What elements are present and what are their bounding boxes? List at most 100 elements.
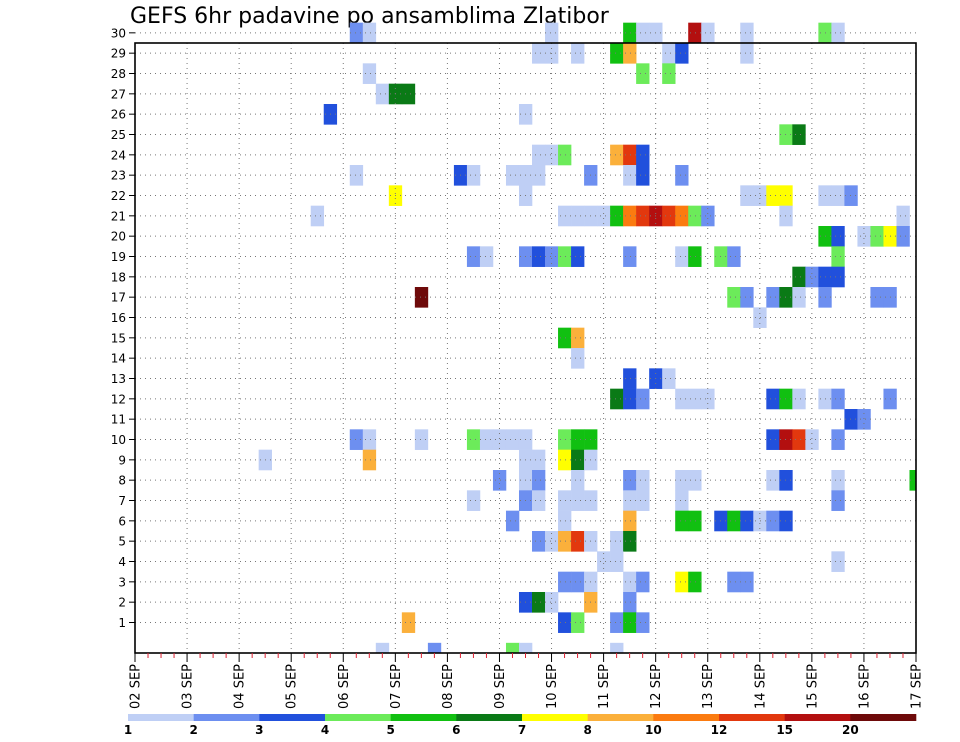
colorbar-label: 1 — [124, 723, 132, 737]
y-tick-label: 4 — [118, 555, 126, 569]
heatmap-cell — [636, 470, 650, 491]
heatmap-cell — [401, 612, 416, 633]
dotted-grid — [135, 32, 916, 653]
heatmap-cell — [466, 165, 481, 186]
heatmap-cell — [662, 43, 676, 64]
heatmap-cell — [805, 266, 819, 288]
heatmap-cell — [349, 22, 364, 44]
y-tick-label: 29 — [111, 47, 126, 61]
heatmap-cell — [727, 571, 741, 593]
heatmap-cell — [349, 429, 364, 450]
heatmap-cell — [558, 531, 572, 552]
heatmap-cell — [479, 429, 494, 450]
heatmap-cell — [466, 490, 481, 511]
heatmap-cell — [532, 449, 546, 471]
heatmap-cell — [545, 246, 559, 267]
colorbar-label: 10 — [645, 723, 662, 737]
heatmap-cell — [362, 429, 377, 450]
y-tick-label: 22 — [111, 189, 126, 203]
heatmap-cell — [362, 449, 377, 471]
heatmap-cell — [740, 510, 754, 532]
heatmap-cell — [362, 22, 377, 44]
heatmap-cell — [831, 185, 845, 206]
heatmap-cell — [753, 185, 767, 206]
heatmap-cell — [805, 429, 819, 450]
heatmap-cell — [623, 22, 637, 44]
heatmap-cell — [571, 205, 585, 227]
heatmap-cell — [766, 287, 780, 308]
colorbar-swatch — [653, 714, 720, 721]
y-tick-label: 23 — [111, 169, 126, 183]
heatmap-cell — [636, 571, 650, 593]
x-tick-label: 04 SEP — [233, 664, 248, 709]
x-tick-label: 17 SEP — [910, 664, 925, 709]
x-tick-label: 14 SEP — [753, 664, 768, 709]
colorbar-label: 8 — [583, 723, 591, 737]
heatmap-cell — [545, 22, 559, 44]
heatmap-cell — [688, 470, 702, 491]
heatmap-cell — [636, 490, 650, 511]
heatmap-cell — [766, 185, 780, 206]
y-tick-label: 21 — [111, 209, 126, 223]
heatmap-cell — [349, 165, 364, 186]
heatmap-cell — [701, 205, 715, 227]
heatmap-cell — [623, 144, 637, 166]
heatmap-cell — [558, 429, 572, 450]
heatmap-cell — [571, 531, 585, 552]
y-tick-label: 7 — [118, 494, 126, 508]
heatmap-cell — [623, 592, 637, 613]
heatmap-cell — [623, 531, 637, 552]
heatmap-cell — [792, 429, 806, 450]
heatmap-cell — [792, 388, 806, 410]
heatmap-cell — [675, 43, 689, 64]
colorbar-swatch — [587, 714, 654, 721]
heatmap-cell — [831, 490, 845, 511]
colorbar-swatch — [128, 714, 194, 721]
heatmap-cell — [831, 429, 845, 450]
y-tick-label: 20 — [111, 230, 126, 244]
heatmap-cell — [545, 531, 559, 552]
heatmap-cell — [310, 205, 325, 227]
heatmap-cell — [766, 470, 780, 491]
heatmap-cell — [636, 165, 650, 186]
heatmap-cell — [505, 165, 520, 186]
heatmap-cell — [571, 571, 585, 593]
colorbar-swatch — [193, 714, 260, 721]
heatmap-cell — [831, 470, 845, 491]
heatmap-cell — [492, 470, 507, 491]
heatmap-cell — [675, 470, 689, 491]
heatmap-cell — [558, 571, 572, 593]
heatmap-cell — [753, 307, 767, 328]
heatmap-cell — [623, 246, 637, 267]
heatmap-cell — [610, 642, 624, 654]
heatmap-cell — [571, 490, 585, 511]
heatmap-cell — [623, 571, 637, 593]
heatmap-cell — [610, 43, 624, 64]
heatmap-cell — [375, 642, 390, 654]
heatmap-cell — [688, 246, 702, 267]
y-tick-label: 10 — [111, 433, 126, 447]
heatmap-cell — [909, 470, 917, 491]
heatmap-cell — [545, 592, 559, 613]
heatmap-cell — [623, 165, 637, 186]
heatmap-cell — [532, 592, 546, 613]
y-tick-label: 2 — [118, 596, 126, 610]
x-tick-label: 13 SEP — [701, 664, 716, 709]
heatmap-cell — [623, 490, 637, 511]
heatmap-cell — [753, 510, 767, 532]
heatmap-cell — [558, 510, 572, 532]
heatmap-cell — [375, 83, 390, 105]
heatmap-cell — [766, 388, 780, 410]
heatmap-cell — [688, 205, 702, 227]
heatmap-cell — [831, 551, 845, 572]
heatmap-cell — [623, 368, 637, 389]
heatmap-cell — [844, 409, 858, 430]
heatmap-cell — [610, 144, 624, 166]
heatmap-cell — [792, 124, 806, 145]
heatmap-cell — [675, 490, 689, 511]
y-tick-label: 6 — [118, 514, 126, 528]
heatmap-cell — [571, 612, 585, 633]
heatmap-cell — [545, 144, 559, 166]
colorbar-label: 15 — [776, 723, 793, 737]
y-tick-label: 14 — [111, 352, 126, 366]
